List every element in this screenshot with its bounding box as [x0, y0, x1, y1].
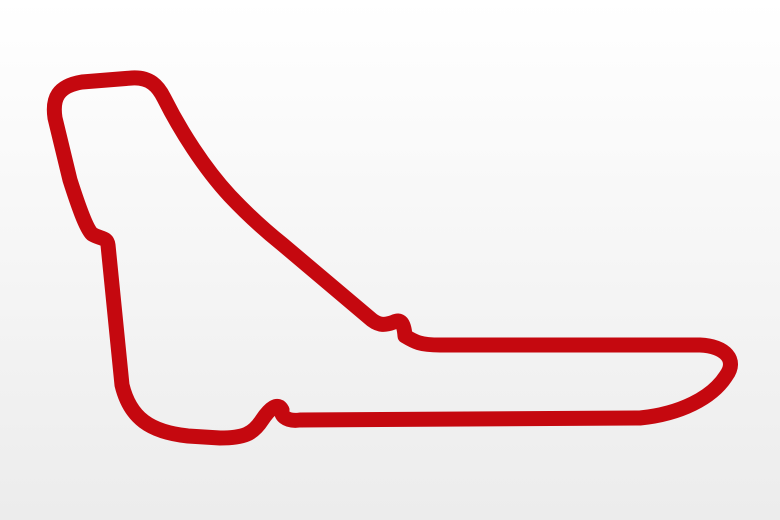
circuit-track-outline: [46, 70, 738, 446]
